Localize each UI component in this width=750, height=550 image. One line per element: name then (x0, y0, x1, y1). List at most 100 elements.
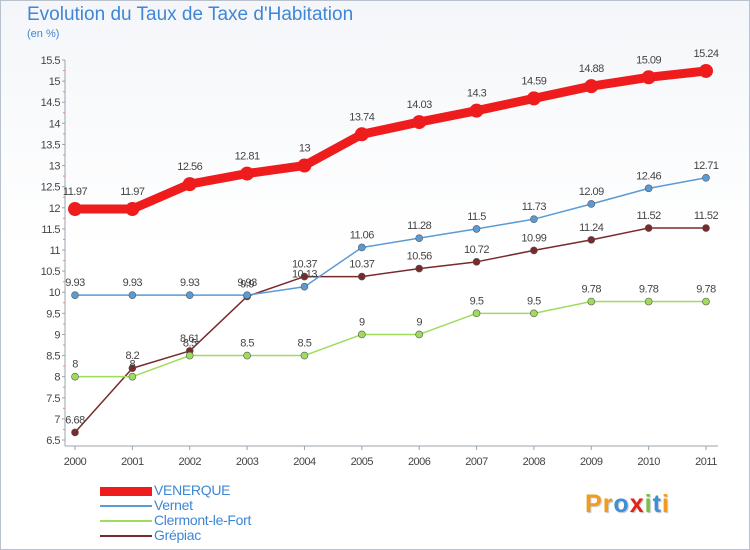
data-label-gr-piac: 8.61 (180, 333, 200, 345)
y-tick-label: 9.5 (46, 308, 60, 320)
data-label-clermont-le-fort: 9.78 (639, 284, 659, 296)
data-point-venerque (240, 166, 255, 181)
y-tick-label: 7.5 (46, 393, 60, 405)
data-label-clermont-le-fort: 9.5 (470, 295, 484, 307)
y-tick-label: 11.5 (41, 224, 60, 236)
y-tick-label: 7 (54, 414, 60, 426)
data-label-clermont-le-fort: 8 (72, 359, 78, 371)
data-point-venerque (526, 91, 541, 106)
logo-letter: o (613, 490, 630, 518)
data-label-gr-piac: 10.37 (292, 259, 317, 271)
series-line-vernet (74, 177, 707, 296)
chart-title: Evolution du Taux de Taxe d'Habitation (27, 4, 354, 25)
data-point-gr-piac (300, 272, 309, 281)
data-point-clermont-le-fort (587, 297, 596, 306)
data-point-clermont-le-fort (300, 351, 309, 360)
data-label-venerque: 15.24 (693, 48, 718, 60)
data-label-venerque: 12.56 (177, 161, 202, 173)
logo-letter: i (644, 490, 653, 518)
data-label-venerque: 11.97 (63, 186, 88, 198)
data-point-vernet (128, 291, 137, 299)
data-label-venerque: 12.81 (235, 151, 260, 163)
data-point-clermont-le-fort (358, 330, 366, 339)
x-tick-label: 2007 (465, 456, 488, 468)
data-point-vernet (243, 291, 251, 299)
data-point-gr-piac (644, 224, 653, 232)
legend-label: Vernet (154, 497, 193, 513)
data-label-clermont-le-fort: 8.5 (240, 338, 254, 350)
logo-letter: t (652, 490, 662, 518)
x-tick-label: 2008 (523, 456, 546, 468)
data-label-clermont-le-fort: 9 (416, 316, 422, 328)
data-point-clermont-le-fort (415, 330, 423, 339)
data-point-venerque (469, 103, 484, 118)
data-label-clermont-le-fort: 8.5 (183, 338, 197, 350)
y-tick-label: 6.5 (46, 435, 60, 447)
x-tick-label: 2009 (580, 456, 603, 468)
legend-swatch (100, 520, 152, 522)
data-point-clermont-le-fort (530, 309, 538, 318)
data-label-vernet: 12.46 (636, 170, 661, 182)
proxiti-logo: Proxiti (585, 490, 670, 519)
y-tick-label: 14 (49, 118, 61, 130)
data-label-venerque: 13 (299, 143, 311, 155)
data-point-gr-piac (702, 224, 710, 232)
x-tick-label: 2003 (236, 456, 259, 468)
data-label-clermont-le-fort: 9 (359, 316, 365, 328)
data-point-venerque (641, 70, 656, 85)
data-point-vernet (644, 184, 653, 193)
y-tick-label: 14.5 (41, 97, 61, 109)
y-tick-label: 13 (49, 161, 61, 173)
data-point-vernet (702, 174, 710, 182)
data-point-gr-piac (472, 258, 481, 266)
x-tick-label: 2000 (64, 456, 87, 468)
data-label-vernet: 12.71 (693, 160, 718, 172)
data-label-vernet: 9.93 (180, 277, 200, 289)
data-label-vernet: 10.13 (292, 269, 317, 281)
y-tick-label: 13.5 (41, 139, 61, 151)
data-label-gr-piac: 11.24 (579, 222, 604, 234)
data-point-gr-piac (128, 364, 137, 373)
data-label-gr-piac: 9.9 (240, 278, 254, 290)
data-point-venerque (297, 158, 312, 173)
y-tick-label: 10.5 (41, 266, 61, 278)
y-tick-label: 8 (54, 372, 60, 384)
y-tick-label: 15 (49, 76, 61, 88)
data-point-vernet (530, 215, 538, 223)
x-tick-label: 2004 (293, 456, 316, 468)
data-label-vernet: 11.28 (407, 220, 432, 232)
data-point-clermont-le-fort (128, 372, 137, 381)
data-label-gr-piac: 10.56 (407, 251, 432, 263)
logo-letter: x (629, 490, 645, 518)
data-point-vernet (472, 225, 481, 233)
y-tick-label: 8.5 (46, 351, 60, 363)
data-label-clermont-le-fort: 9.78 (582, 284, 602, 296)
x-tick-label: 2010 (637, 456, 660, 468)
data-point-gr-piac (358, 272, 366, 281)
data-label-clermont-le-fort: 8.5 (298, 338, 312, 350)
data-point-vernet (300, 282, 309, 291)
data-point-clermont-le-fort (71, 372, 79, 381)
data-label-vernet: 11.06 (350, 229, 375, 241)
data-point-vernet (185, 291, 194, 299)
data-point-venerque (584, 79, 599, 94)
data-point-vernet (587, 200, 596, 208)
data-point-gr-piac (415, 264, 423, 273)
y-tick-label: 10 (49, 287, 61, 299)
data-label-gr-piac: 6.68 (65, 414, 85, 426)
data-label-vernet: 9.93 (237, 277, 257, 289)
x-tick-label: 2005 (351, 456, 374, 468)
data-point-gr-piac (587, 236, 596, 244)
data-label-venerque: 13.74 (349, 111, 374, 123)
legend-swatch (100, 486, 152, 496)
data-label-clermont-le-fort: 9.5 (527, 295, 541, 307)
data-label-clermont-le-fort: 8 (130, 359, 136, 371)
data-label-gr-piac: 10.99 (521, 232, 546, 244)
x-tick-label: 2011 (695, 456, 717, 468)
x-tick-label: 2006 (408, 456, 431, 468)
x-tick-label: 2001 (121, 456, 144, 468)
series-line-venerque (70, 66, 711, 214)
data-point-clermont-le-fort (472, 309, 481, 318)
data-point-vernet (358, 243, 366, 252)
